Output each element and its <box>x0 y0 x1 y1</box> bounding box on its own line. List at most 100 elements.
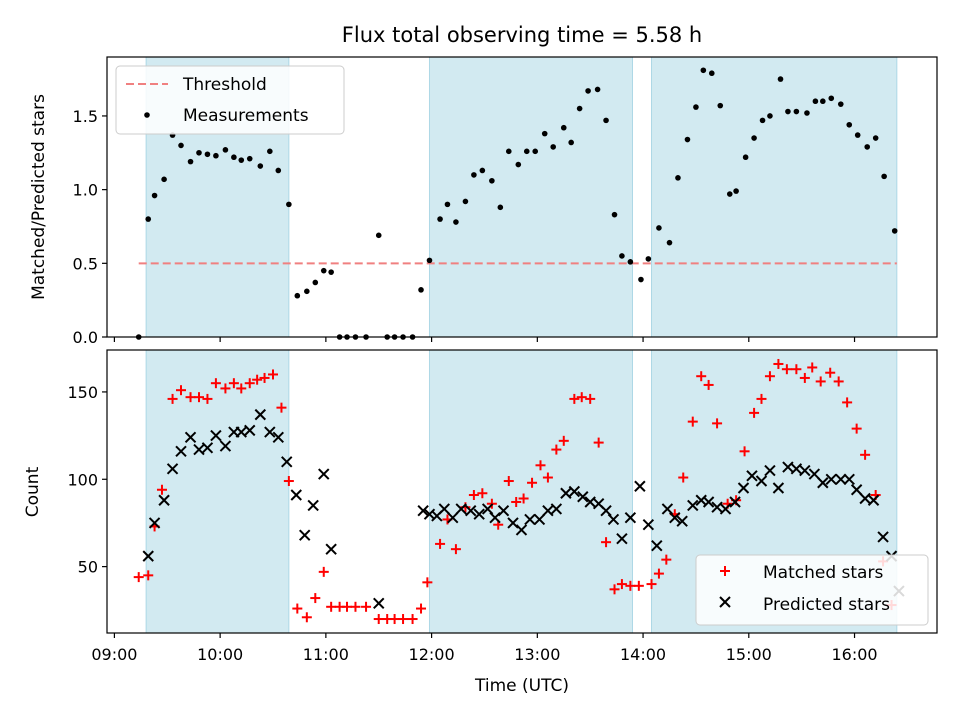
predicted-star-point <box>711 501 723 513</box>
predicted-star-point <box>473 508 485 520</box>
top-panel: 0.0 0.5 1.0 1.5 Matched/Predicted stars Thr… <box>29 56 938 347</box>
bottom-legend: Matched stars Predicted stars <box>695 554 929 626</box>
measurement-point <box>638 276 644 283</box>
matched-star-point <box>791 364 802 375</box>
predicted-star-point <box>515 524 528 536</box>
measurement-point <box>294 292 301 299</box>
matched-star-point <box>373 614 384 625</box>
predicted-star-point <box>790 463 803 475</box>
matched-star-point <box>176 385 187 396</box>
predicted-star-point <box>651 539 663 552</box>
measurement-point <box>231 154 237 161</box>
measurement-point <box>854 132 861 138</box>
y-tick-label: 100 <box>67 470 98 489</box>
predicted-star-point <box>254 408 267 421</box>
matched-star-point <box>133 572 144 583</box>
matched-star-point <box>609 584 620 595</box>
matched-star-point <box>236 383 247 394</box>
matched-star-point <box>268 369 278 380</box>
predicted-star-point <box>184 431 197 444</box>
measurement-point <box>444 201 451 208</box>
matched-star-point <box>220 383 231 394</box>
measurement-point <box>275 167 282 174</box>
measurement-point <box>864 144 871 150</box>
predicted-star-point <box>607 513 620 526</box>
measurement-point <box>204 151 211 158</box>
predicted-star-point <box>850 484 863 496</box>
matched-star-point <box>551 444 562 455</box>
measurement-point <box>550 144 556 150</box>
bottom-x-ticks: 09:00 10:00 11:00 12:00 13:00 14:00 15:00 16:00 <box>91 633 878 664</box>
matched-star-point <box>361 601 372 612</box>
matched-star-point <box>422 577 433 588</box>
matched-star-point <box>193 392 204 403</box>
measurement-point <box>846 121 853 128</box>
measurement-point <box>726 191 733 197</box>
matched-star-point <box>310 593 321 604</box>
matched-star-point <box>781 364 792 375</box>
legend-measurement-label: Measurements <box>183 106 309 126</box>
predicted-star-point <box>669 511 681 524</box>
predicted-star-point <box>702 496 715 508</box>
matched-star-point <box>687 416 698 427</box>
matched-star-point <box>389 614 400 625</box>
measurement-point <box>793 108 800 115</box>
predicted-star-point <box>772 482 785 494</box>
measurement-point <box>497 204 504 211</box>
predicted-star-point <box>877 531 889 543</box>
predicted-star-point <box>859 492 871 505</box>
matched-star-point <box>653 568 664 579</box>
matched-star-point <box>542 472 553 483</box>
legend-matched-label: Matched stars <box>763 563 883 583</box>
matched-star-point <box>569 393 580 404</box>
predicted-star-point <box>746 470 758 482</box>
measurement-point <box>684 136 691 143</box>
matched-star-point <box>156 484 167 495</box>
x-tick-label: 11:00 <box>303 645 349 664</box>
measurement-point <box>489 177 495 184</box>
predicted-star-point <box>489 511 501 524</box>
measurement-point <box>675 175 681 181</box>
predicted-star-point <box>764 464 776 477</box>
predicted-star-point <box>264 426 276 438</box>
predicted-star-point <box>782 461 794 473</box>
predicted-star-point <box>577 491 589 503</box>
predicted-star-point <box>235 426 247 438</box>
measurement-point <box>568 139 574 146</box>
matched-star-point <box>860 449 871 460</box>
matched-star-point <box>756 393 767 404</box>
matched-star-point <box>633 580 644 591</box>
predicted-star-point <box>318 468 330 480</box>
matched-star-point <box>527 477 538 488</box>
predicted-star-point <box>219 440 232 452</box>
measurement-point <box>594 86 601 93</box>
predicted-star-point <box>244 424 256 437</box>
matched-star-point <box>576 392 587 403</box>
matched-star-point <box>283 476 294 487</box>
predicted-star-point <box>524 513 536 526</box>
measurement-point <box>759 117 766 124</box>
bottom-panel: 09:00 10:00 11:00 12:00 13:00 14:00 15:00 16:00… <box>23 349 938 696</box>
predicted-star-point <box>290 489 302 501</box>
x-tick-label: 09:00 <box>91 645 137 664</box>
x-tick-label: 16:00 <box>831 645 877 664</box>
measurement-point <box>328 269 334 275</box>
matched-star-point <box>503 476 514 487</box>
matched-star-point <box>244 378 255 389</box>
matched-star-point <box>661 554 672 565</box>
measurement-point <box>145 216 152 222</box>
matched-star-point <box>851 423 862 434</box>
matched-star-point <box>678 472 689 483</box>
measurement-point <box>541 130 548 137</box>
predicted-star-point <box>465 505 477 517</box>
bottom-data-marks <box>133 358 905 625</box>
measurement-point <box>453 219 459 225</box>
shaded-band <box>145 349 290 634</box>
predicted-star-point <box>497 505 510 517</box>
measurement-point <box>418 287 424 293</box>
matched-star-point <box>799 372 810 383</box>
x-tick-label: 15:00 <box>726 645 772 664</box>
measurement-point <box>479 167 486 174</box>
matched-star-point <box>833 376 844 387</box>
matched-star-point <box>407 614 418 625</box>
